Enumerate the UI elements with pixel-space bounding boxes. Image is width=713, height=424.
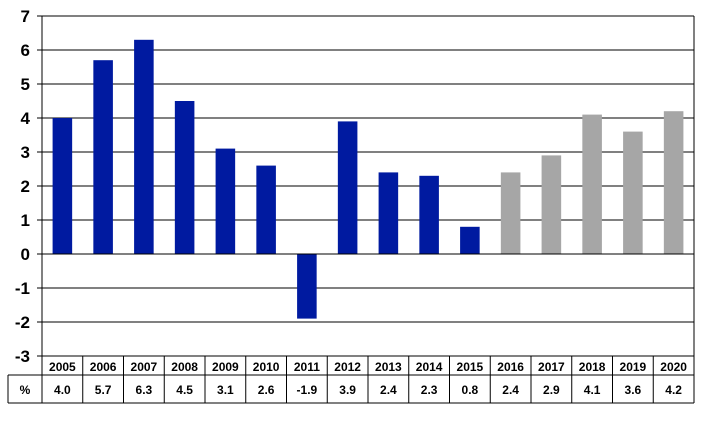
- y-tick-label: 5: [21, 75, 30, 94]
- x-tick-label: 2008: [171, 360, 198, 374]
- axes: [37, 15, 695, 403]
- bar-2008: [174, 101, 195, 254]
- data-label: 2.6: [258, 383, 275, 397]
- bar-2013: [378, 172, 399, 254]
- data-label: 2.9: [543, 383, 560, 397]
- bar-2010: [256, 165, 276, 254]
- bar-2016: [500, 172, 521, 254]
- y-tick-label: 6: [21, 41, 30, 60]
- x-tick-label: 2016: [497, 360, 524, 374]
- x-tick-label: 2012: [334, 360, 361, 374]
- bar-2015: [460, 226, 480, 254]
- data-label: 4.2: [665, 383, 682, 397]
- data-label: 4.0: [54, 383, 71, 397]
- y-tick-label: 7: [21, 7, 30, 26]
- x-tick-label: 2013: [375, 360, 402, 374]
- x-tick-label: 2020: [660, 360, 687, 374]
- y-tick-label: 3: [21, 143, 30, 162]
- bar-2006: [93, 60, 113, 255]
- bar-2018: [582, 114, 602, 254]
- y-tick-label: -3: [15, 347, 30, 366]
- y-tick-label: -1: [15, 279, 30, 298]
- data-label: 3.9: [339, 383, 356, 397]
- data-label: 2.4: [502, 383, 519, 397]
- x-tick-label: 2007: [131, 360, 158, 374]
- bar-2005: [52, 118, 73, 254]
- y-tick-label: 2: [21, 177, 30, 196]
- x-tick-label: 2011: [294, 360, 320, 374]
- data-label: 6.3: [136, 383, 153, 397]
- data-label: 2.3: [421, 383, 438, 397]
- x-tick-label: 2018: [579, 360, 606, 374]
- y-tick-labels: 7 6 5 4 3 2 1 0 -1 -2 -3: [15, 7, 31, 366]
- data-label: 0.8: [462, 383, 479, 397]
- x-tick-label: 2014: [416, 360, 443, 374]
- x-tick-label: 2015: [457, 360, 484, 374]
- bar-2019: [623, 131, 643, 254]
- x-tick-label: 2005: [49, 360, 76, 374]
- bar-2014: [419, 175, 439, 254]
- table-row-label: %: [20, 383, 31, 397]
- data-label: 2.4: [380, 383, 397, 397]
- x-tick-label: 2019: [620, 360, 647, 374]
- data-label: 4.1: [584, 383, 601, 397]
- x-tick-label: 2017: [538, 360, 565, 374]
- data-table: % 2005 4.0 2006 5.7 2007 6.3 2008 4.5 2009 3.1 2010…: [7, 356, 694, 404]
- data-label: 3.6: [625, 383, 642, 397]
- y-tick-label: -2: [15, 313, 30, 332]
- y-tick-label: 1: [21, 211, 30, 230]
- bar-2012: [337, 121, 358, 255]
- x-tick-label: 2006: [90, 360, 117, 374]
- bar-2009: [215, 148, 236, 254]
- data-label: 3.1: [217, 383, 234, 397]
- bars: [52, 39, 684, 319]
- data-label: 4.5: [176, 383, 193, 397]
- y-tick-label: 0: [21, 245, 30, 264]
- data-label: 5.7: [95, 383, 112, 397]
- data-label: -1.9: [297, 383, 318, 397]
- bar-2017: [541, 155, 562, 254]
- x-tick-label: 2009: [212, 360, 239, 374]
- y-tick-label: 4: [21, 109, 31, 128]
- x-tick-label: 2010: [253, 360, 280, 374]
- bar-2011: [297, 254, 317, 319]
- bar-2007: [134, 39, 154, 254]
- bar-2020: [663, 111, 684, 254]
